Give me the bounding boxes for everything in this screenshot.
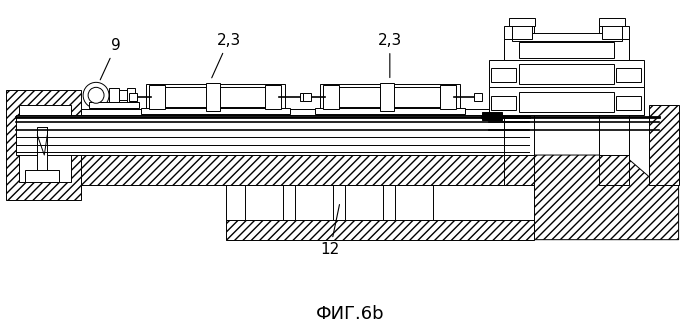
Polygon shape [489, 155, 679, 240]
Bar [489, 60, 644, 87]
Bar [616, 68, 641, 82]
Bar [323, 85, 339, 109]
Bar [6, 90, 81, 200]
Bar [505, 39, 629, 60]
Bar [119, 90, 127, 100]
Bar [440, 85, 456, 109]
Bar [599, 26, 629, 155]
Text: 9: 9 [100, 38, 121, 80]
Bar [226, 185, 534, 220]
Text: 2,3: 2,3 [377, 33, 402, 78]
Bar [489, 87, 644, 115]
Bar [25, 170, 59, 182]
Bar [16, 115, 529, 155]
Bar [395, 185, 433, 220]
Bar [519, 64, 614, 84]
Bar [245, 185, 283, 220]
Bar [295, 185, 333, 220]
Bar [320, 84, 459, 110]
Bar [146, 84, 285, 110]
Bar [315, 108, 465, 114]
Text: 12: 12 [320, 205, 340, 257]
Bar [81, 155, 529, 185]
Bar [141, 108, 290, 114]
Bar [266, 85, 281, 109]
Bar [129, 93, 137, 101]
Bar [599, 17, 625, 26]
Bar [81, 109, 529, 115]
Bar [149, 85, 165, 109]
Bar [300, 93, 308, 101]
Bar [602, 25, 622, 39]
Bar [345, 185, 383, 220]
Bar [156, 87, 275, 107]
Bar [303, 93, 311, 101]
Circle shape [88, 87, 104, 103]
Text: ФИГ.6b: ФИГ.6b [316, 305, 384, 323]
Bar [512, 33, 622, 41]
Text: 2,3: 2,3 [212, 33, 240, 78]
Bar [127, 88, 135, 102]
Bar [599, 155, 629, 185]
Bar [512, 25, 532, 39]
Bar [109, 88, 119, 102]
Bar [475, 93, 482, 101]
Bar [482, 112, 503, 120]
Bar [510, 17, 535, 26]
Bar [330, 87, 449, 107]
Bar [206, 83, 219, 111]
Bar [616, 96, 641, 110]
Bar [491, 68, 517, 82]
Bar [519, 42, 614, 58]
Bar [37, 127, 48, 182]
Bar [505, 26, 534, 155]
Circle shape [83, 82, 109, 108]
Bar [89, 102, 139, 108]
Bar [649, 105, 679, 185]
Bar [226, 220, 534, 240]
Bar [20, 105, 71, 182]
Bar [380, 83, 394, 111]
Bar [505, 155, 534, 185]
Bar [491, 96, 517, 110]
Bar [519, 92, 614, 112]
